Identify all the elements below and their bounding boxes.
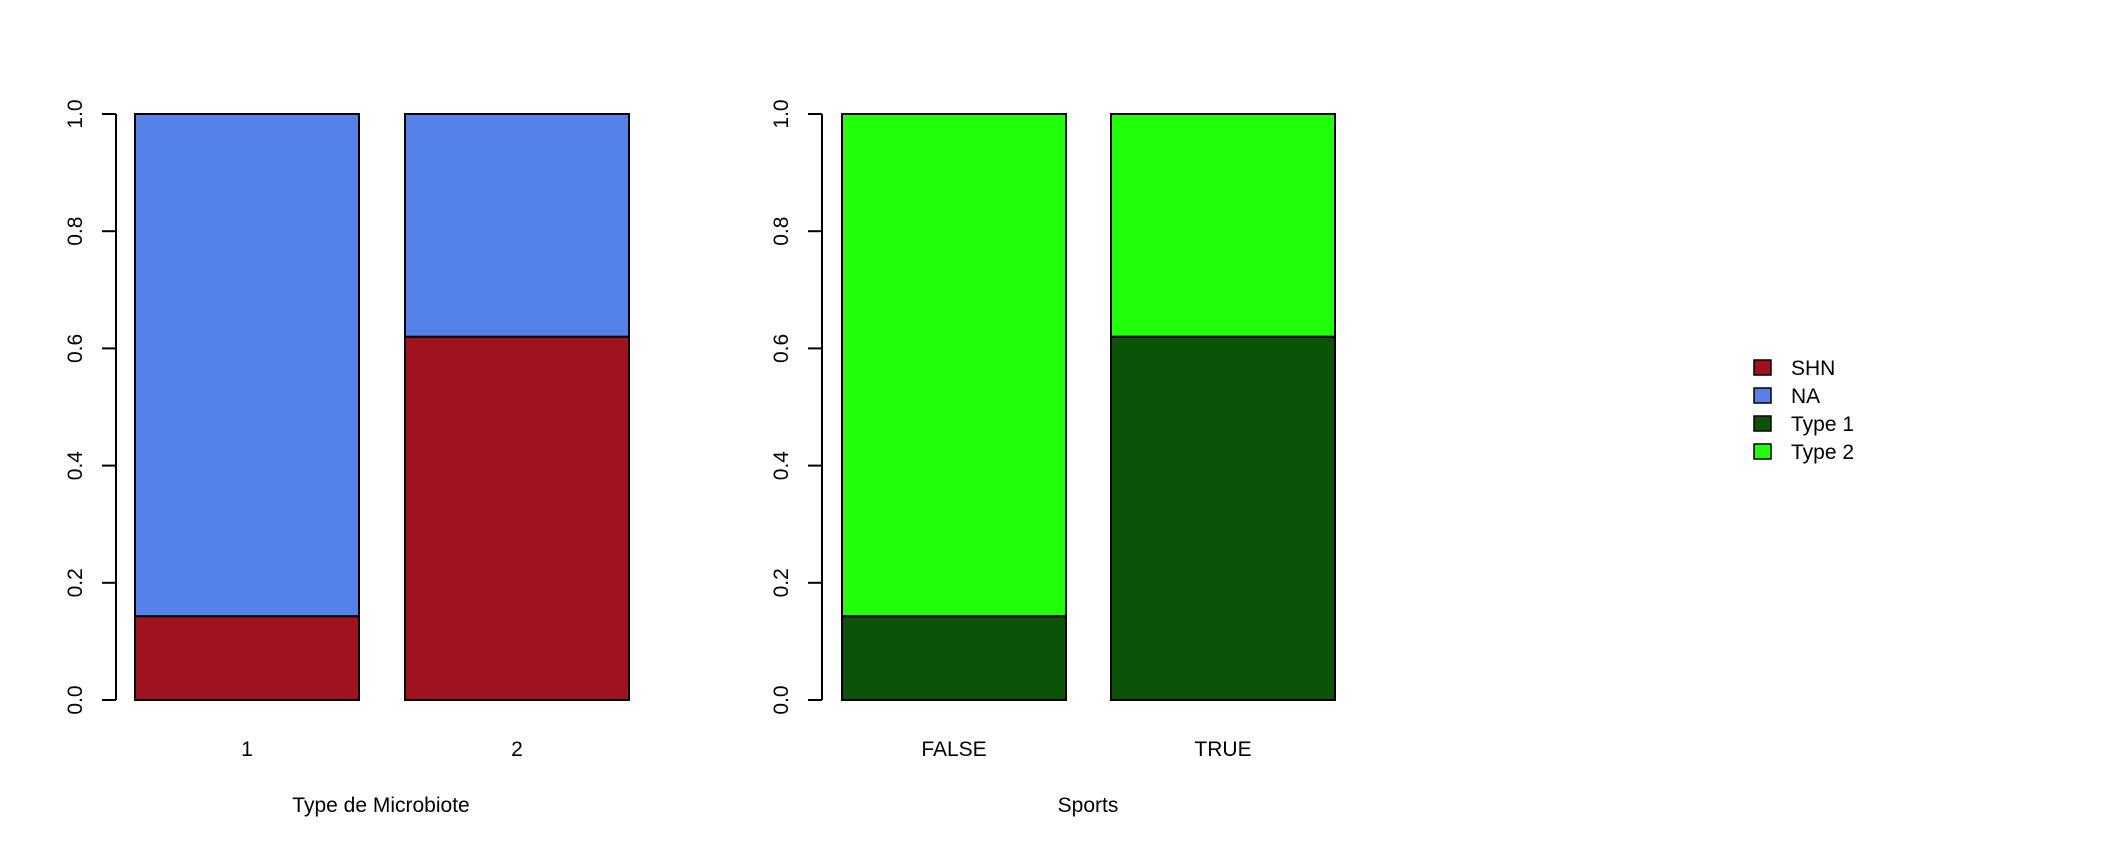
y-tick-label: 0.2 xyxy=(770,568,793,597)
x-axis-label: Type de Microbiote xyxy=(292,794,469,817)
legend-label: Type 2 xyxy=(1791,441,1854,464)
bar-segment-shn-2 xyxy=(404,335,630,701)
chart-panel-sports: FALSE TRUE 0.0 0.2 0.4 0.6 0.8 1.0 Sports xyxy=(770,99,1336,817)
legend-swatch-type-2 xyxy=(1753,443,1772,460)
y-tick-label: 0.0 xyxy=(770,685,793,714)
y-tick-label: 0.0 xyxy=(64,685,87,714)
y-tick-label: 0.6 xyxy=(770,334,793,363)
legend-swatch-na xyxy=(1753,387,1772,404)
x-axis-label: Sports xyxy=(1058,794,1119,817)
y-tick-label: 0.4 xyxy=(64,451,87,481)
y-tick-label: 1.0 xyxy=(64,99,87,128)
bar-segment-type-2-true xyxy=(1110,113,1336,338)
x-tick-label: 1 xyxy=(241,738,253,761)
y-tick-label: 0.8 xyxy=(770,217,793,246)
legend-swatch-type-1 xyxy=(1753,415,1772,432)
bar-segment-shn-1 xyxy=(134,615,360,702)
y-tick-label: 0.2 xyxy=(64,568,87,597)
chart-panel-microbiote: 1 2 0.0 0.2 0.4 0.6 0.8 1.0 Type de Microbiote xyxy=(64,99,630,817)
legend-label: Type 1 xyxy=(1791,413,1854,436)
y-tick-label: 0.8 xyxy=(64,217,87,246)
bar-segment-type-2-false xyxy=(841,113,1067,618)
bar-segment-type-1-false xyxy=(841,615,1067,702)
legend-swatch-shn xyxy=(1753,359,1772,376)
bar-segment-na-1 xyxy=(134,113,360,618)
x-tick-label: FALSE xyxy=(921,738,986,761)
bar-segment-type-1-true xyxy=(1110,335,1336,701)
legend: SHN NA Type 1 Type 2 xyxy=(1753,357,1854,464)
x-tick-label: TRUE xyxy=(1194,738,1251,761)
y-tick-label: 0.6 xyxy=(64,334,87,363)
x-tick-label: 2 xyxy=(511,738,523,761)
legend-label: SHN xyxy=(1791,357,1835,380)
bar-segment-na-2 xyxy=(404,113,630,338)
legend-label: NA xyxy=(1791,385,1820,408)
y-tick-label: 1.0 xyxy=(770,99,793,128)
y-tick-label: 0.4 xyxy=(770,451,793,481)
